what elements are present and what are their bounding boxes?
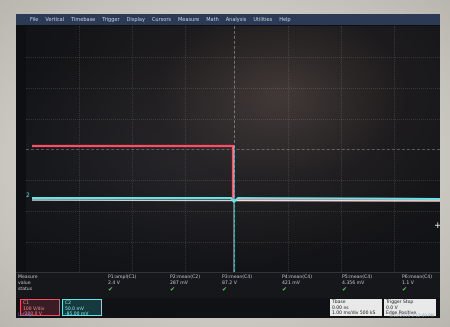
- measure-p2[interactable]: P2:mean(C2) 287 mV ✔: [170, 275, 200, 293]
- check-icon: ✔: [170, 286, 176, 293]
- traces: [31, 144, 440, 272]
- measurement-bar: Measure value status P1:ampl(C1) 2.4 V ✔…: [16, 272, 440, 299]
- menu-item-vertical[interactable]: Vertical: [45, 16, 65, 23]
- status-strip: C1 100 V/div -200.0 V C2 50.0 mV -85.00 …: [16, 298, 440, 318]
- grid-line: [26, 57, 440, 58]
- channel2-marker[interactable]: 2: [26, 192, 30, 199]
- cursor-crosshair-icon[interactable]: +: [434, 221, 440, 231]
- menu-item-cursors[interactable]: Cursors: [151, 16, 171, 23]
- grid-line: [26, 242, 440, 243]
- menu-item-file[interactable]: File: [30, 16, 39, 23]
- oscilloscope-screen: File Vertical Timebase Trigger Display Cursor…: [16, 14, 440, 318]
- grid-line: [288, 26, 289, 272]
- timebase-descriptor[interactable]: Tbase 0.00 ns 1.00 ms/div 500 kS: [330, 299, 382, 316]
- measure-p1[interactable]: P1:ampl(C1) 2.4 V ✔: [108, 275, 137, 293]
- menu-item-math[interactable]: Math: [206, 16, 219, 23]
- menu-bar: File Vertical Timebase Trigger Display Cursor…: [16, 14, 440, 25]
- measure-p4[interactable]: P4:mean(C4) 421 mV ✔: [282, 275, 312, 293]
- grid-line: [132, 26, 133, 272]
- measure-p5[interactable]: P5:mean(C4) 4.356 mV ✔: [342, 275, 372, 293]
- trace-red: [32, 144, 440, 202]
- grid-line: [185, 26, 186, 272]
- brand-logo: LeCroy: [18, 312, 32, 317]
- grid-line: [26, 119, 440, 120]
- trigger-descriptor[interactable]: Trigger Stop 0.0 V Edge Positive: [384, 299, 436, 316]
- measure-p6[interactable]: P6:mean(C4) 1.1 V ✔: [402, 275, 432, 293]
- menu-item-help[interactable]: Help: [279, 16, 291, 23]
- menu-item-timebase[interactable]: Timebase: [71, 16, 96, 23]
- menu-item-measure[interactable]: Measure: [177, 16, 200, 23]
- trace-white: [31, 199, 440, 202]
- menu-item-trigger[interactable]: Trigger: [102, 16, 120, 23]
- status-label: status: [18, 287, 33, 292]
- channel1-descriptor[interactable]: C1 100 V/div -200.0 V: [20, 299, 60, 317]
- channel2-descriptor[interactable]: C2 50.0 mV -85.00 mV: [62, 299, 102, 317]
- measure-label: Measure: [18, 275, 38, 280]
- menu-item-display[interactable]: Display: [126, 16, 145, 23]
- grid-line: [394, 26, 395, 272]
- value-label: value: [18, 281, 31, 286]
- waveform-plot[interactable]: 2 ◂ +: [26, 26, 440, 272]
- measure-row-labels: Measure value status: [18, 275, 38, 293]
- grid-line: [341, 26, 342, 272]
- grid-line: [26, 88, 440, 89]
- check-icon: ✔: [342, 286, 348, 293]
- check-icon: ✔: [222, 286, 228, 293]
- check-icon: ✔: [108, 286, 114, 293]
- grid-line: [26, 211, 440, 212]
- grid-line: [79, 26, 80, 272]
- measure-p3[interactable]: P3:mean(C4) 87.2 V ✔: [222, 275, 252, 293]
- menu-item-utilities[interactable]: Utilities: [253, 16, 273, 23]
- clock: 8/22/2016 2:12:49 PM: [389, 313, 434, 318]
- check-icon: ✔: [402, 286, 408, 293]
- check-icon: ✔: [282, 286, 288, 293]
- menu-item-analysis[interactable]: Analysis: [225, 16, 247, 23]
